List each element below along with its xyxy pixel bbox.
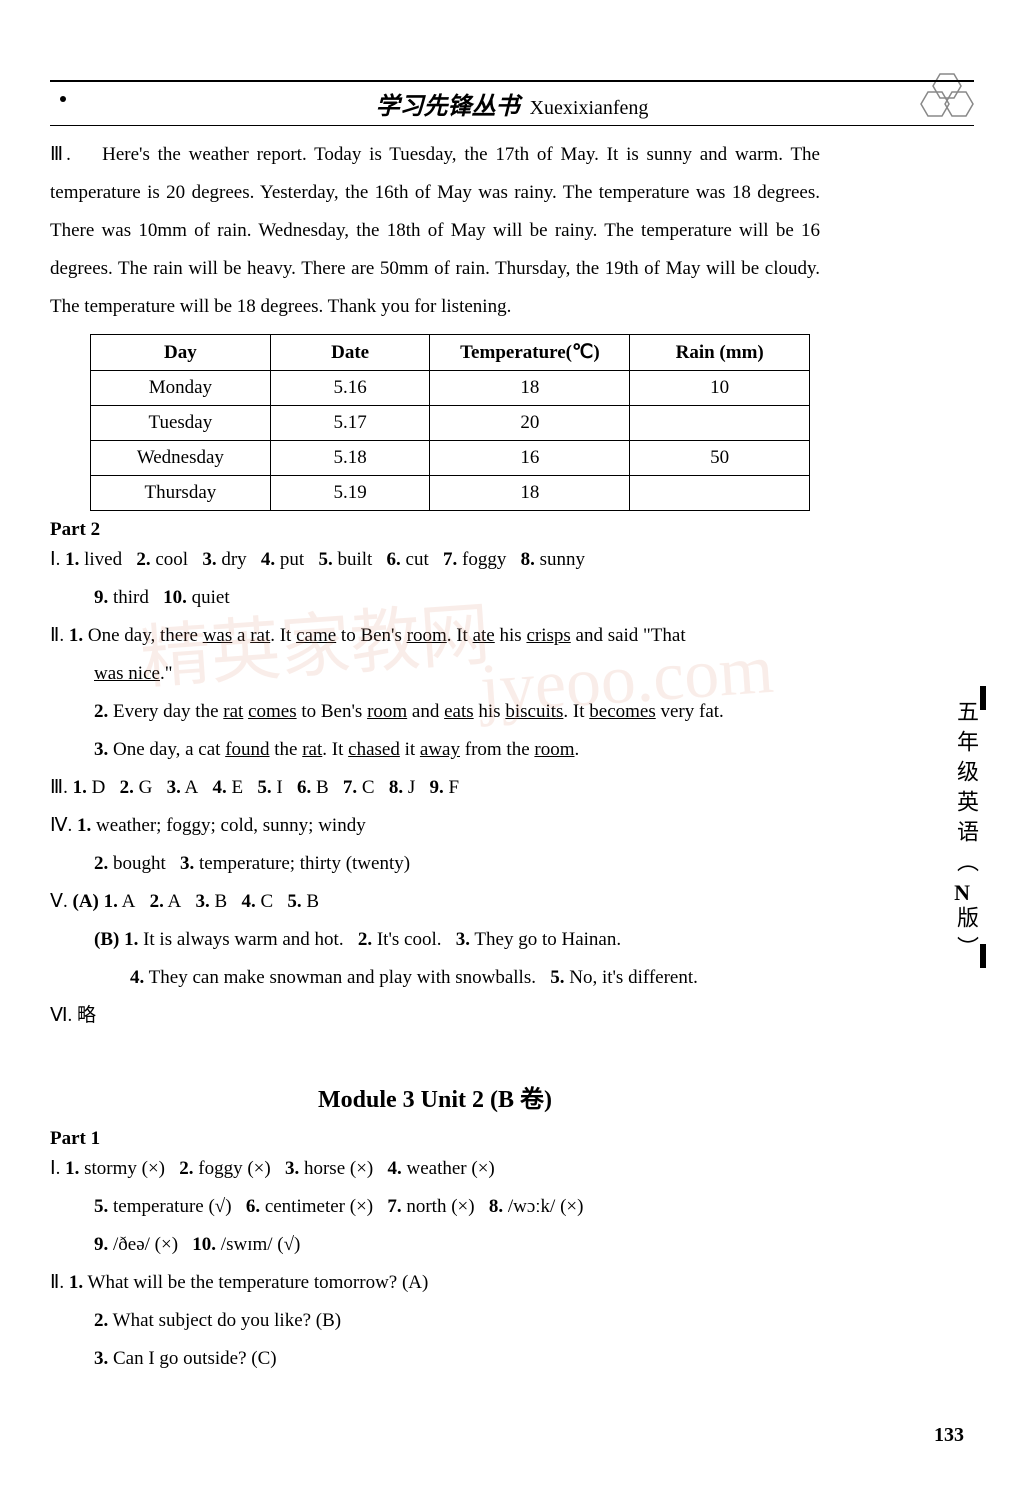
section3-text: Here's the weather report. Today is Tues…: [50, 144, 820, 317]
part2-IV-2: 2. bought 3. temperature; thirty (twenty…: [50, 845, 820, 883]
table-header: Temperature(℃): [430, 335, 630, 371]
part2-label: Part 2: [50, 519, 820, 541]
section3-paragraph: Ⅲ. Here's the weather report. Today is T…: [50, 136, 820, 326]
part1-I-l3: 9. /ðeə/ (×) 10. /swɪm/ (√): [50, 1226, 820, 1264]
answer-item: 2. G: [115, 777, 162, 798]
header-title-en: Xuexixianfeng: [530, 97, 649, 119]
answer-item: 5. B: [283, 891, 329, 912]
part2-V-B1: (B) 1. It is always warm and hot. 2. It'…: [50, 921, 820, 959]
answer-item: 4. C: [237, 891, 283, 912]
page-number: 133: [934, 1424, 964, 1447]
part1-II-2: 2. What subject do you like? (B): [50, 1302, 820, 1340]
roman-III: Ⅲ.: [50, 777, 68, 798]
answer-item: 1. stormy (×): [65, 1158, 174, 1179]
answer-item: 6. centimeter (×): [241, 1196, 383, 1217]
part2-VI: Ⅵ. 略: [50, 997, 820, 1035]
header-dot: [60, 96, 66, 102]
answer-item: 3. horse (×): [280, 1158, 383, 1179]
answer-item: 7. foggy: [438, 549, 516, 570]
answer-item: 1. D: [73, 777, 115, 798]
part2-V-B2: 4. They can make snowman and play with s…: [50, 959, 820, 997]
table-row: Thursday5.1918: [91, 476, 810, 511]
main-content: Ⅲ. Here's the weather report. Today is T…: [50, 136, 820, 1378]
part2-I: Ⅰ. 1. lived 2. cool 3. dry 4. put 5. bui…: [50, 541, 820, 579]
section3-label: Ⅲ.: [50, 144, 71, 165]
answer-item: 8. J: [384, 777, 425, 798]
table-row: Monday5.161810: [91, 371, 810, 406]
answer-item: 10. /swɪm/ (√): [188, 1234, 310, 1255]
answer-item: 3. B: [191, 891, 237, 912]
header-title-cn: 学习先锋丛书: [376, 94, 520, 120]
weather-table: DayDateTemperature(℃)Rain (mm) Monday5.1…: [90, 334, 810, 511]
answer-item: 4. weather (×): [383, 1158, 505, 1179]
part1-I-l1: Ⅰ. 1. stormy (×) 2. foggy (×) 3. horse (…: [50, 1150, 820, 1188]
answer-item: 9. third: [94, 587, 158, 608]
table-header: Date: [270, 335, 430, 371]
answer-item: 10. quiet: [158, 587, 239, 608]
roman-II: Ⅱ.: [50, 625, 64, 646]
module-title: Module 3 Unit 2 (B 卷): [50, 1079, 820, 1114]
answer-item: 7. north (×): [383, 1196, 484, 1217]
answer-item: 1. lived: [65, 549, 132, 570]
answer-item: 2. foggy (×): [175, 1158, 281, 1179]
answer-item: 9. /ðeə/ (×): [94, 1234, 188, 1255]
part2-I-cont: 9. third 10. quiet: [50, 579, 820, 617]
roman-I: Ⅰ.: [50, 549, 60, 570]
part1-I-l2: 5. temperature (√) 6. centimeter (×) 7. …: [50, 1188, 820, 1226]
answer-item: 1. A: [104, 891, 145, 912]
part2-II-1b: was nice.": [50, 655, 820, 693]
answer-item: 8. /wɔːk/ (×): [484, 1196, 593, 1217]
table-header: Rain (mm): [630, 335, 810, 371]
answer-item: 4. put: [256, 549, 314, 570]
answer-item: 4. E: [208, 777, 253, 798]
answer-item: 3. A: [162, 777, 208, 798]
table-row: Wednesday5.181650: [91, 441, 810, 476]
answer-item: 5. built: [314, 549, 382, 570]
roman-VI: Ⅵ.: [50, 1005, 72, 1026]
answer-item: 5. temperature (√): [94, 1196, 241, 1217]
part2-II-3: 3. One day, a cat found the rat. It chas…: [50, 731, 820, 769]
part1-II-3: 3. Can I go outside? (C): [50, 1340, 820, 1378]
answer-item: 6. B: [292, 777, 338, 798]
roman-IV: Ⅳ.: [50, 815, 72, 836]
part2-II-1: Ⅱ. 1. One day, there was a rat. It came …: [50, 617, 820, 655]
series-header: 学习先锋丛书 Xuexixianfeng: [50, 80, 974, 126]
part2-IV-1: Ⅳ. 1. weather; foggy; cold, sunny; windy: [50, 807, 820, 845]
part2-V-A: Ⅴ. (A) 1. A 2. A 3. B 4. C 5. B: [50, 883, 820, 921]
part1-label: Part 1: [50, 1128, 820, 1150]
answer-item: 6. cut: [382, 549, 438, 570]
side-bar-bot: [980, 944, 986, 968]
answer-item: 8. sunny: [516, 549, 595, 570]
answer-item: 7. C: [338, 777, 384, 798]
answer-item: 9. F: [425, 777, 469, 798]
answer-item: 2. cool: [132, 549, 198, 570]
answer-item: 5. I: [253, 777, 293, 798]
roman-I-b: Ⅰ.: [50, 1158, 60, 1179]
part2-II-2: 2. Every day the rat comes to Ben's room…: [50, 693, 820, 731]
answer-item: 3. dry: [198, 549, 257, 570]
table-header: Day: [91, 335, 271, 371]
side-label: 五年级英语（N版）: [950, 700, 982, 966]
part2-III: Ⅲ. 1. D 2. G 3. A 4. E 5. I 6. B 7. C 8.…: [50, 769, 820, 807]
table-row: Tuesday5.1720: [91, 406, 810, 441]
roman-II-b: Ⅱ.: [50, 1272, 64, 1293]
part1-II-1: Ⅱ. 1. What will be the temperature tomor…: [50, 1264, 820, 1302]
answer-item: 2. A: [145, 891, 191, 912]
roman-V: Ⅴ.: [50, 891, 68, 912]
